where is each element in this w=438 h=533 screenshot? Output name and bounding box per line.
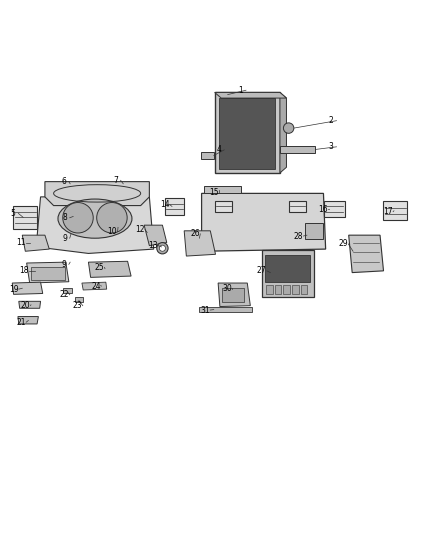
Text: 12: 12	[135, 225, 145, 234]
Polygon shape	[45, 182, 149, 206]
Text: 9: 9	[62, 233, 67, 243]
Text: 10: 10	[108, 227, 117, 236]
Text: 28: 28	[293, 231, 303, 240]
Bar	[283, 285, 290, 294]
Text: 17: 17	[383, 207, 393, 216]
Text: 14: 14	[160, 200, 170, 209]
Text: 19: 19	[9, 285, 18, 294]
Text: 6: 6	[61, 177, 66, 186]
Polygon shape	[27, 262, 69, 283]
Circle shape	[63, 203, 93, 233]
Polygon shape	[88, 261, 131, 277]
Polygon shape	[280, 92, 286, 173]
Polygon shape	[22, 235, 49, 251]
Ellipse shape	[58, 199, 132, 238]
Polygon shape	[36, 197, 154, 254]
Text: 4: 4	[216, 146, 222, 155]
Text: 1: 1	[238, 86, 243, 95]
Polygon shape	[201, 193, 325, 251]
Polygon shape	[201, 152, 214, 158]
Text: 29: 29	[338, 239, 348, 248]
Bar	[261, 250, 314, 297]
Text: 25: 25	[95, 263, 104, 272]
Bar	[292, 285, 299, 294]
Text: 26: 26	[190, 229, 200, 238]
Bar	[383, 201, 407, 220]
Bar	[219, 98, 275, 168]
Text: 5: 5	[11, 209, 16, 218]
Text: 18: 18	[19, 266, 29, 276]
Text: 22: 22	[60, 290, 69, 300]
Bar	[301, 285, 307, 294]
Polygon shape	[218, 283, 251, 306]
Circle shape	[97, 203, 127, 233]
Bar	[63, 288, 72, 294]
Polygon shape	[82, 282, 107, 290]
Bar	[74, 297, 83, 302]
Text: 7: 7	[113, 176, 118, 185]
Bar	[275, 285, 281, 294]
Bar	[199, 307, 252, 312]
Circle shape	[159, 245, 166, 251]
Circle shape	[283, 123, 294, 133]
Bar	[280, 146, 315, 154]
Bar	[266, 285, 272, 294]
Text: 11: 11	[16, 238, 26, 247]
Bar	[165, 198, 184, 215]
Bar	[305, 223, 322, 239]
Bar	[223, 288, 244, 302]
Text: 20: 20	[21, 301, 30, 310]
Text: 16: 16	[318, 205, 327, 214]
Text: 23: 23	[73, 301, 82, 310]
Polygon shape	[144, 225, 167, 246]
Bar	[265, 255, 311, 282]
Text: 9: 9	[61, 260, 66, 269]
Polygon shape	[349, 235, 384, 272]
Text: 27: 27	[257, 266, 266, 276]
Polygon shape	[12, 282, 43, 294]
Bar	[13, 206, 37, 229]
Text: 31: 31	[200, 305, 210, 314]
Text: 8: 8	[62, 213, 67, 222]
Bar	[31, 266, 65, 279]
Text: 21: 21	[16, 318, 26, 327]
Polygon shape	[18, 317, 39, 324]
Bar	[215, 201, 232, 212]
Text: 24: 24	[92, 281, 101, 290]
Polygon shape	[215, 92, 280, 173]
Text: 30: 30	[222, 284, 232, 293]
Bar	[204, 185, 241, 193]
Polygon shape	[184, 231, 215, 256]
Bar	[324, 201, 345, 217]
Text: 3: 3	[329, 142, 334, 151]
Text: 13: 13	[148, 241, 158, 250]
Text: 2: 2	[329, 116, 334, 125]
Text: 15: 15	[209, 188, 219, 197]
Circle shape	[157, 243, 168, 254]
Polygon shape	[19, 301, 41, 308]
Polygon shape	[215, 92, 286, 98]
Bar	[289, 201, 306, 212]
